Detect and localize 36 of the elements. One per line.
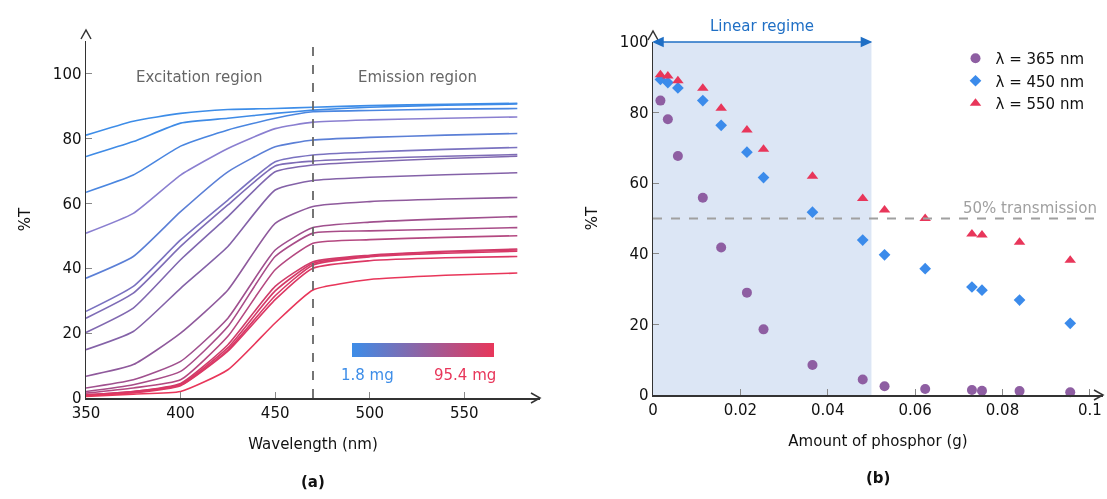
y-tick-label: 80 <box>629 103 649 122</box>
x-tick-label: 550 <box>450 403 479 422</box>
y-tick-label: 60 <box>629 174 649 193</box>
y-tick-label: 80 <box>62 129 82 148</box>
y-tick-label: 100 <box>52 64 82 83</box>
annotation: Emission region <box>358 68 477 86</box>
x-axis-title: Amount of phosphor (g) <box>788 432 968 451</box>
text: (b) <box>866 469 891 487</box>
x-axis-title: Wavelength (nm) <box>248 435 378 454</box>
x-tick-label: 0.08 <box>985 400 1020 419</box>
ref-line-label: 50% transmission <box>963 199 1097 217</box>
y-tick-label: 60 <box>62 194 82 213</box>
text: 1.8 mg <box>341 366 394 384</box>
legend-label: λ = 450 nm <box>995 72 1084 91</box>
y-tick-label: 20 <box>629 315 649 334</box>
y-axis-title: %T <box>16 206 35 232</box>
y-tick-label: 100 <box>619 33 649 52</box>
y-tick-label: 40 <box>62 259 82 278</box>
x-tick-label: 0.1 <box>1077 400 1102 419</box>
legend-label: λ = 365 nm <box>995 50 1084 69</box>
x-tick-label: 0.04 <box>811 400 845 419</box>
x-tick-label: 0.02 <box>723 400 758 419</box>
legend-label: λ = 550 nm <box>995 95 1084 114</box>
x-tick-label: 500 <box>355 403 385 422</box>
text: 95.4 mg <box>434 366 497 384</box>
y-tick-label: 20 <box>62 324 82 343</box>
x-tick-label: 450 <box>260 403 290 422</box>
y-tick-label: 40 <box>629 245 649 264</box>
annotation: Excitation region <box>136 68 263 86</box>
x-tick-label: 350 <box>71 403 101 422</box>
text: (a) <box>301 473 325 491</box>
x-tick-label: 400 <box>166 403 195 422</box>
y-tick-label: 0 <box>638 386 649 405</box>
band-label: Linear regime <box>710 17 814 35</box>
y-axis-title: %T <box>583 205 602 231</box>
x-tick-label: 0.06 <box>898 400 932 419</box>
